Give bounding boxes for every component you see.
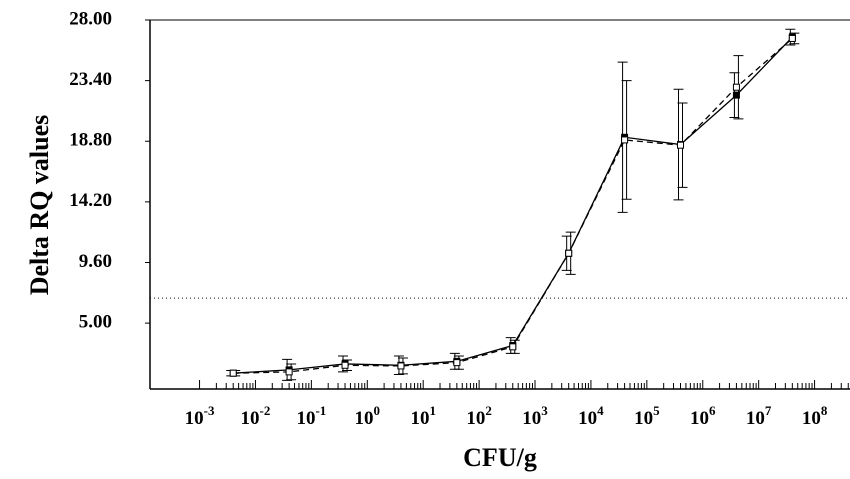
marker <box>229 369 237 377</box>
x-tick-label: 100 <box>355 403 381 429</box>
y-tick-label: 23.40 <box>69 69 112 90</box>
x-tick-label: 10-3 <box>185 403 215 429</box>
y-tick-label: 18.80 <box>69 130 112 151</box>
y-tick-label: 5.00 <box>79 311 112 332</box>
x-tick-label: 108 <box>802 403 828 429</box>
y-tick-label: 14.20 <box>69 190 112 211</box>
x-tick-label: 101 <box>410 403 436 429</box>
x-tick-label: 106 <box>690 403 716 429</box>
marker <box>732 83 740 91</box>
marker <box>621 136 629 144</box>
x-tick-label: 10-1 <box>296 403 326 429</box>
y-tick-label: 28.00 <box>69 8 112 29</box>
x-axis-label: CFU/g <box>463 443 537 472</box>
x-tick-label: 104 <box>578 403 604 429</box>
x-tick-label: 107 <box>746 403 772 429</box>
x-tick-label: 105 <box>634 403 660 429</box>
x-tick-label: 10-2 <box>241 403 271 429</box>
series-line <box>233 36 793 374</box>
y-axis-label: Delta RQ values <box>25 115 54 296</box>
marker <box>285 368 293 376</box>
x-tick-label: 102 <box>466 403 492 429</box>
marker <box>509 343 517 351</box>
x-tick-label: 103 <box>522 403 548 429</box>
marker <box>397 362 405 370</box>
marker <box>341 361 349 369</box>
marker <box>732 91 740 99</box>
marker <box>565 249 573 257</box>
marker <box>677 141 685 149</box>
marker <box>788 34 796 42</box>
series-line <box>233 37 793 374</box>
y-tick-label: 9.60 <box>79 251 112 272</box>
marker <box>453 359 461 367</box>
